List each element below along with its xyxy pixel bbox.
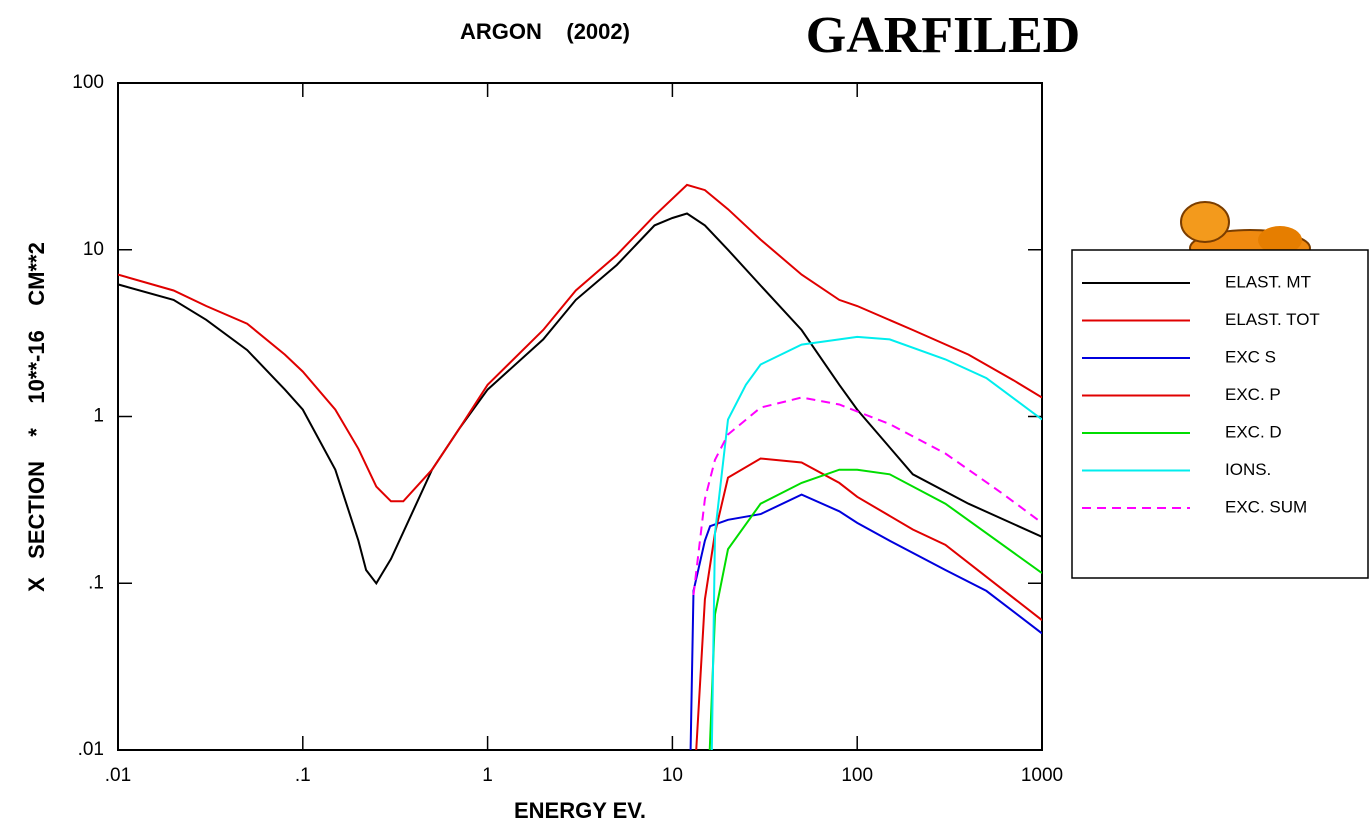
series-line [692, 396, 1042, 596]
x-tick-label: 1 [482, 765, 493, 786]
series-line [708, 468, 1042, 750]
logo-text: GARFILED [806, 7, 1080, 64]
series-line [118, 183, 1042, 503]
x-tick-label: 100 [841, 765, 873, 786]
series-line [689, 493, 1042, 750]
x-tick-label: 10 [662, 765, 683, 786]
legend-label: EXC. D [1225, 422, 1282, 441]
x-tick-label: .01 [105, 765, 131, 786]
legend-label: ELAST. TOT [1225, 310, 1320, 329]
y-tick-label: .01 [78, 739, 104, 760]
series-line [118, 212, 1042, 586]
y-tick-label: 100 [72, 72, 104, 93]
y-tick-label: 10 [83, 239, 104, 260]
x-axis-label: ENERGY EV. [514, 798, 646, 823]
legend-box [1071, 249, 1369, 579]
plot-lines [118, 183, 1042, 750]
legend-label: IONS. [1225, 460, 1271, 479]
y-tick-label: 1 [93, 406, 104, 427]
y-axis-label: X SECTION * 10**-16 CM**2 [24, 242, 49, 592]
x-tick-label: 1000 [1021, 765, 1063, 786]
y-tick-label: .1 [88, 572, 104, 593]
x-tick-label: .1 [295, 765, 311, 786]
chart-title: ARGON (2002) [460, 19, 630, 44]
legend-label: EXC. SUM [1225, 497, 1307, 516]
plot-frame [117, 82, 1043, 751]
series-line [695, 457, 1042, 750]
series-line [710, 335, 1042, 750]
legend-label: ELAST. MT [1225, 272, 1311, 291]
legend-label: EXC S [1225, 347, 1276, 366]
legend-label: EXC. P [1225, 385, 1281, 404]
